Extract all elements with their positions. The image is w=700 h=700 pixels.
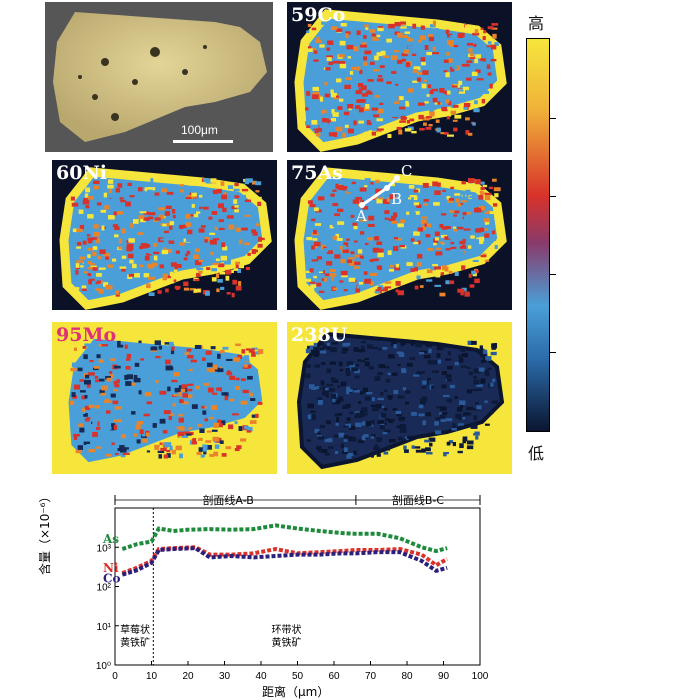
- zone1-label: 草莓状: [120, 623, 150, 636]
- zone2-label: 黄铁矿: [272, 636, 302, 649]
- colorbar-high-label: 高: [528, 14, 545, 33]
- colorbar-tick: [550, 352, 556, 353]
- profile-line-abc: [359, 175, 400, 208]
- map-mo: 95Mo: [52, 322, 277, 474]
- point-a-label: A: [356, 207, 367, 225]
- ni-map-image: [52, 160, 277, 310]
- map-co: 59Co: [287, 2, 512, 152]
- x-tick-label: 30: [219, 671, 231, 682]
- profile-ab-label: 剖面线A-B: [202, 493, 253, 507]
- map-u: 238U: [287, 322, 512, 474]
- series-line-as: [121, 523, 448, 554]
- scale-label: 100μm: [181, 123, 218, 137]
- y-tick-label: 10⁰: [96, 661, 111, 672]
- x-tick-label: 40: [255, 671, 267, 682]
- y-tick-label: 10²: [97, 583, 112, 594]
- x-tick-label: 60: [328, 671, 340, 682]
- map-u-label: 238U: [291, 324, 348, 346]
- mo-map-image: [52, 322, 277, 474]
- profile-bc-label: 剖面线B-C: [392, 493, 445, 507]
- x-tick-label: 0: [112, 671, 118, 682]
- map-ni-label: 60Ni: [56, 162, 108, 184]
- y-tick-label: 10¹: [97, 622, 112, 633]
- x-tick-label: 10: [146, 671, 158, 682]
- x-tick-label: 20: [182, 671, 194, 682]
- series-line-ni: [121, 545, 449, 575]
- map-ni: 60Ni: [52, 160, 277, 310]
- photo-image: [45, 2, 273, 152]
- series-label-co: Co: [103, 572, 121, 586]
- series-label-as: As: [102, 532, 119, 546]
- chart-x-axis-label: 距离（μm）: [262, 685, 330, 699]
- x-tick-label: 100: [472, 671, 489, 682]
- colorbar: [526, 38, 550, 432]
- co-map-image: [287, 2, 512, 152]
- chart-y-axis-label: 含量（×10⁻⁶）: [38, 490, 52, 575]
- y-tick-label: 10³: [97, 543, 112, 554]
- series-line-co: [121, 546, 448, 577]
- colorbar-tick: [550, 196, 556, 197]
- colorbar-low-label: 低: [528, 444, 545, 463]
- map-mo-label: 95Mo: [56, 324, 117, 346]
- u-map-image: [287, 322, 512, 474]
- photo-panel: 100μm: [45, 2, 273, 152]
- zone1-label: 黄铁矿: [120, 636, 150, 649]
- x-tick-label: 70: [365, 671, 377, 682]
- x-tick-label: 90: [438, 671, 450, 682]
- profile-chart: 0 10 20 30 40 50 60 70 80 90 100 10⁰ 10¹ 10² 10³ 剖面线A-B…: [96, 493, 489, 682]
- map-co-label: 59Co: [291, 4, 346, 26]
- point-c-label: C: [401, 162, 413, 180]
- series-label-ni: Ni: [103, 561, 119, 575]
- zone2-label: 环带状: [272, 623, 302, 636]
- x-tick-label: 50: [292, 671, 304, 682]
- colorbar-tick: [550, 274, 556, 275]
- as-map-image: [287, 160, 512, 310]
- x-tick-label: 80: [401, 671, 413, 682]
- point-b-label: B: [391, 190, 403, 208]
- map-as: 75As A B C: [287, 160, 512, 310]
- colorbar-tick: [550, 118, 556, 119]
- map-as-label: 75As: [291, 162, 343, 184]
